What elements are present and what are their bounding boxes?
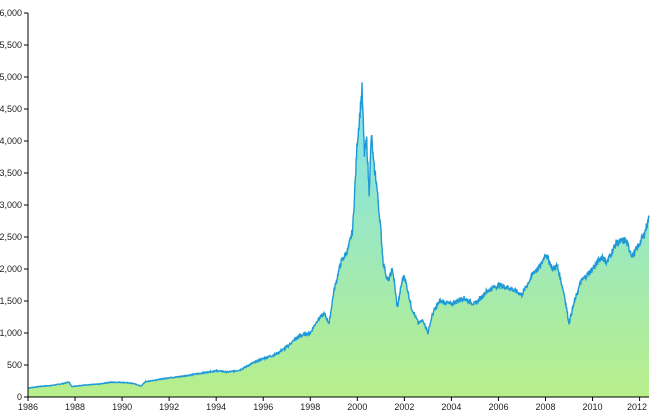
x-tick-label: 1988: [65, 402, 85, 412]
series-line: [28, 82, 650, 389]
x-tick-label: 1994: [206, 402, 226, 412]
x-tick-label: 2012: [627, 402, 647, 412]
line-layer: [28, 82, 650, 389]
x-tick-label: 2004: [441, 402, 461, 412]
x-tick-label: 2006: [488, 402, 508, 412]
y-tick-label: 2,000: [0, 264, 22, 274]
x-tick-label: 2010: [583, 402, 603, 412]
y-tick-label: 1,000: [0, 328, 22, 338]
series-area: [28, 82, 649, 398]
y-tick-label: 0: [17, 392, 22, 402]
y-tick-label: 3,000: [0, 200, 22, 210]
y-tick-label: 5,500: [0, 40, 22, 50]
area-layer: [28, 82, 649, 398]
y-tick-label: 2,500: [0, 232, 22, 242]
x-tick-label: 2000: [347, 402, 367, 412]
x-tick-label: 1996: [253, 402, 273, 412]
y-tick-label: 4,500: [0, 104, 22, 114]
x-tick-label: 1986: [18, 402, 38, 412]
x-tick-label: 1990: [112, 402, 132, 412]
y-tick-label: 4,000: [0, 136, 22, 146]
y-tick-label: 5,000: [0, 72, 22, 82]
y-tick-label: 3,500: [0, 168, 22, 178]
y-axis: 0 500 1,000 1,500 2,000 2,500 3,000 3,500 4,000 4…: [0, 8, 29, 402]
x-tick-label: 2008: [535, 402, 555, 412]
x-tick-label: 2002: [394, 402, 414, 412]
x-tick-label: 1992: [159, 402, 179, 412]
x-axis: 1986 1988 1990 1992 1994 1996 1998 2000 2002 2004…: [18, 396, 649, 412]
y-tick-label: 1,500: [0, 296, 22, 306]
y-tick-label: 6,000: [0, 8, 22, 18]
x-tick-label: 1998: [300, 402, 320, 412]
y-tick-label: 500: [7, 360, 22, 370]
